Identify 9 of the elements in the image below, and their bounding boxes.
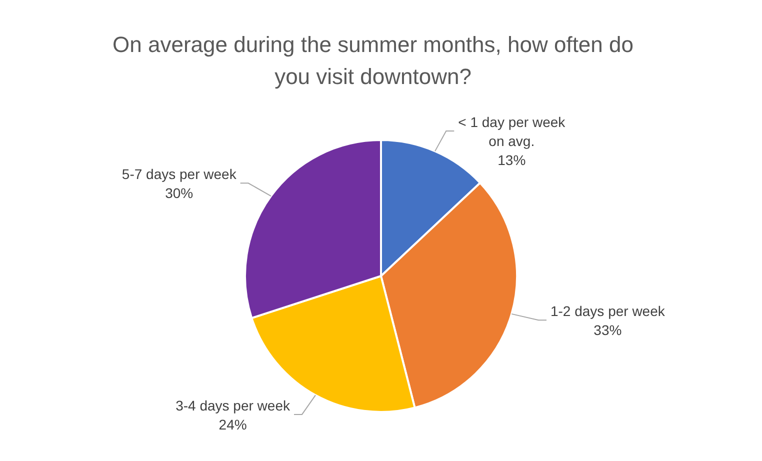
slice-label: < 1 day per week on avg. [458, 114, 566, 149]
data-label: 30% [165, 184, 194, 201]
data-label: 13% [498, 152, 526, 168]
data-label: 33% [594, 322, 622, 338]
data-label: 24% [218, 416, 247, 432]
slice-label: 1-2 days per week [550, 302, 666, 319]
chart-title: On average during the summer months, how often do you visit downtown? [112, 32, 634, 90]
slice-label: 3-4 days per week [176, 397, 291, 414]
slice-label: 5-7 days per week [122, 166, 238, 182]
